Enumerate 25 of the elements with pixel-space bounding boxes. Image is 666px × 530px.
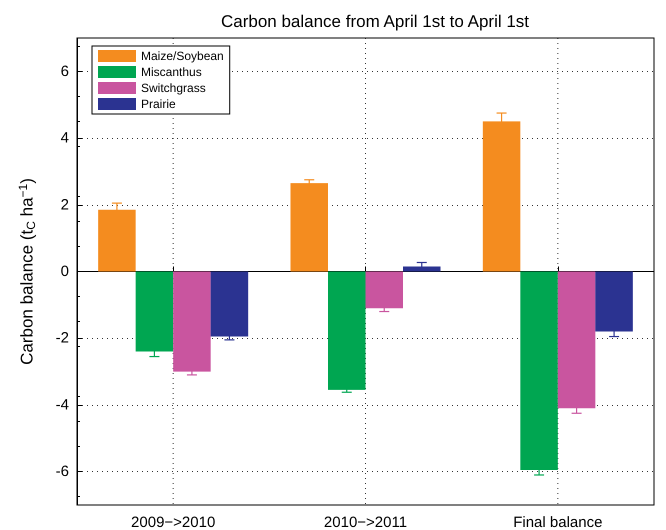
x-tick-label: 2010−>2011 — [324, 514, 408, 530]
y-tick-label: 4 — [60, 130, 69, 147]
bar — [595, 272, 633, 332]
legend-label: Prairie — [141, 97, 176, 111]
bar — [290, 183, 328, 272]
bar — [210, 272, 248, 337]
legend-label: Maize/Soybean — [141, 49, 224, 63]
legend-label: Switchgrass — [141, 81, 206, 95]
y-tick-label: -4 — [56, 396, 69, 414]
y-axis-title: Carbon balance (tC ha−1) — [16, 178, 38, 365]
bar — [558, 272, 596, 408]
bar — [328, 272, 366, 390]
y-tick-label: -6 — [56, 463, 69, 480]
bar — [366, 272, 404, 308]
y-tick-label: 2 — [60, 196, 69, 214]
bar — [173, 272, 211, 372]
legend-label: Miscanthus — [141, 65, 202, 79]
x-tick-label: 2009−>2010 — [131, 514, 216, 530]
bar — [136, 272, 174, 352]
chart-title: Carbon balance from April 1st to April 1st — [220, 12, 530, 31]
y-tick-label: 6 — [60, 62, 69, 80]
y-tick-label: -2 — [56, 330, 69, 347]
bar — [403, 266, 441, 272]
x-tick-label: Final balance — [513, 514, 602, 530]
y-tick-label: 0 — [60, 263, 69, 280]
